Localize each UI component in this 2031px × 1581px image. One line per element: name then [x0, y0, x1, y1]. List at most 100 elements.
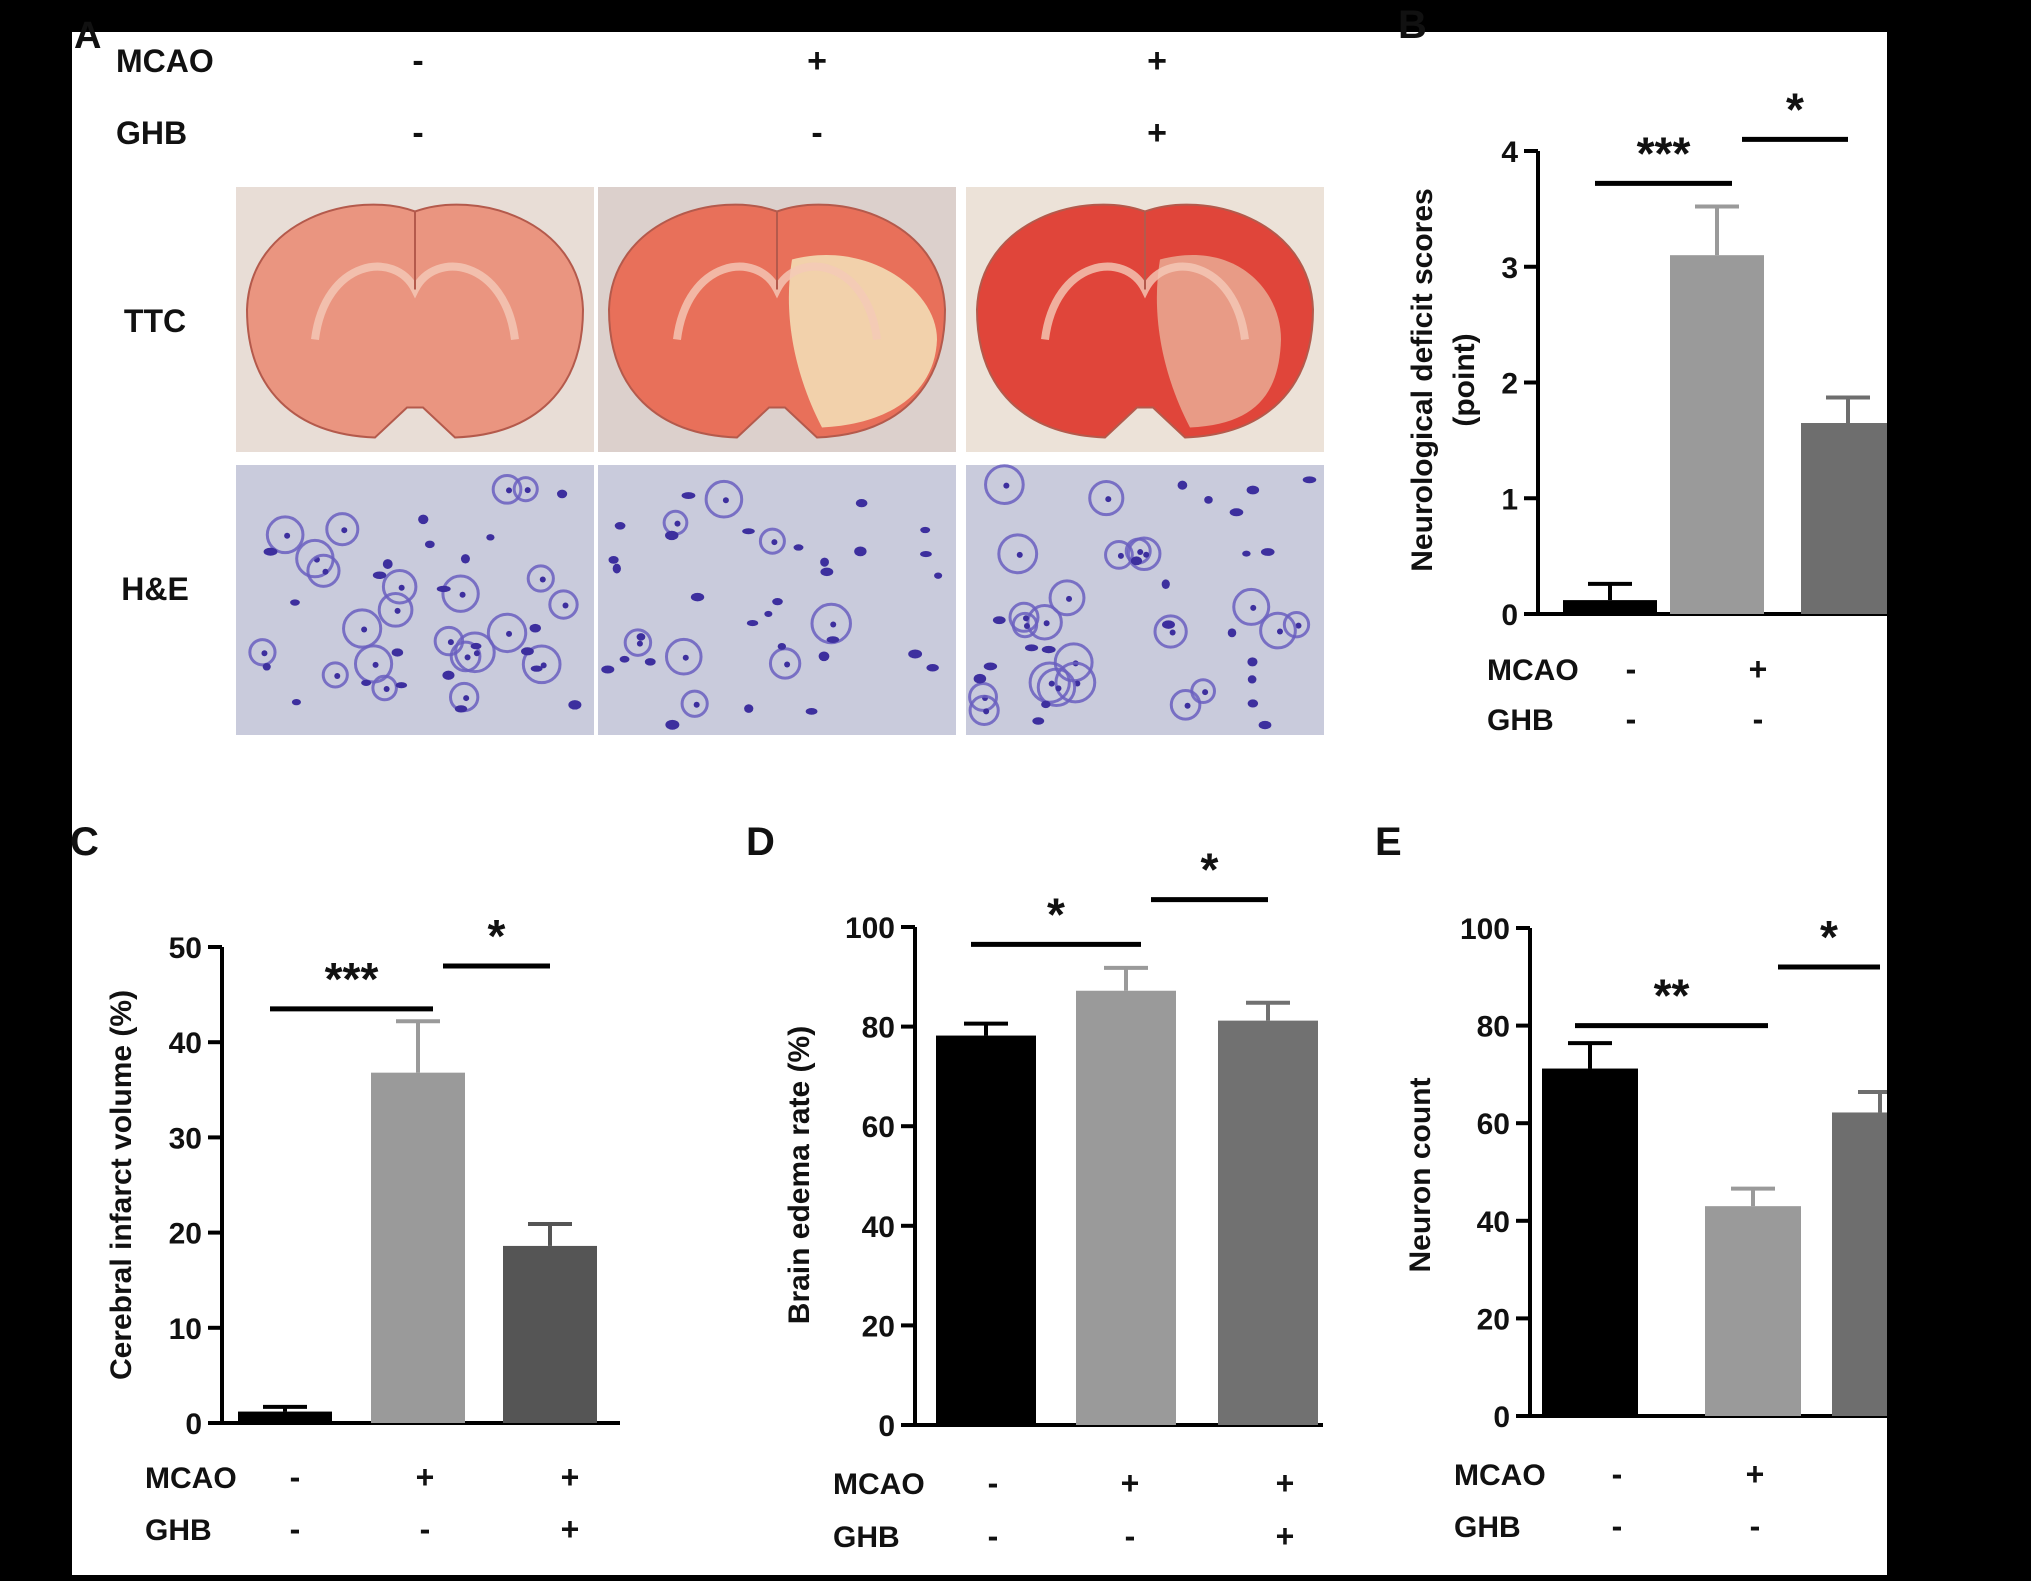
- he-cell: [680, 689, 709, 718]
- condition-sign: +: [1276, 1465, 1295, 1501]
- y-tick-label: 40: [1477, 1206, 1510, 1239]
- he-pyknotic-nucleus: [1247, 675, 1257, 684]
- condition-sign: -: [1750, 1508, 1761, 1544]
- he-cell: [968, 682, 998, 712]
- he-pyknotic-nucleus: [820, 567, 834, 577]
- he-pyknotic-nucleus: [529, 623, 541, 633]
- he-nucleolus: [1295, 622, 1302, 629]
- he-nucleolus: [524, 487, 531, 494]
- condition-label: MCAO: [1454, 1459, 1546, 1492]
- he-pyknotic-nucleus: [665, 530, 679, 541]
- he-pyknotic-nucleus: [1161, 579, 1170, 590]
- he-pyknotic-nucleus: [1229, 508, 1244, 517]
- condition-sign: -: [988, 1465, 999, 1501]
- he-cell: [1259, 611, 1297, 650]
- he-nucleolus: [1143, 551, 1150, 558]
- he-cell: [664, 637, 703, 676]
- condition-label: GHB: [145, 1514, 212, 1547]
- he-pyknotic-nucleus: [1227, 628, 1237, 638]
- ttc-infarct-area: [1156, 254, 1281, 428]
- condition-sign: +: [1276, 1518, 1295, 1554]
- condition-sign: -: [290, 1511, 301, 1547]
- he-cell: [512, 476, 539, 503]
- ttc-infarct-area: [788, 254, 937, 428]
- he-pyknotic-nucleus: [908, 649, 923, 659]
- he-pyknotic-nucleus: [1246, 485, 1260, 495]
- he-pyknotic-nucleus: [424, 540, 435, 549]
- condition-sign: +: [561, 1459, 580, 1495]
- he-pyknotic-nucleus: [1162, 620, 1175, 629]
- panel-b-chart: B 0 1 2 3 4 Neurological deficit scores (point)…: [1398, 3, 1887, 737]
- he-cell: [1008, 601, 1040, 633]
- he-nucleolus: [473, 650, 480, 657]
- condition-sign: -: [1612, 1456, 1623, 1492]
- panel-a-condition-sign: +: [1147, 42, 1167, 80]
- he-nucleolus: [830, 621, 837, 628]
- he-pyknotic-nucleus: [612, 563, 621, 574]
- y-tick-label: 60: [1477, 1108, 1510, 1141]
- y-tick-label: 3: [1501, 252, 1518, 285]
- he-nucleolus: [1117, 552, 1124, 559]
- he-pyknotic-nucleus: [530, 665, 543, 672]
- panel-a: A MCAO - + + GHB - - + TTC H&E: [74, 15, 1324, 735]
- panel-letter: C: [70, 820, 99, 864]
- he-cell: [306, 553, 341, 588]
- bar-mcao-ghb: [1801, 423, 1887, 614]
- he-cell: [1028, 661, 1071, 704]
- he-nucleolus: [1023, 623, 1030, 630]
- ttc-brain-section: [245, 203, 585, 439]
- y-tick-label: 0: [1493, 1401, 1510, 1434]
- he-cell: [1054, 661, 1097, 704]
- he-nucleolus: [771, 539, 778, 546]
- y-tick-label: 100: [845, 912, 895, 945]
- he-pyknotic-nucleus: [418, 514, 429, 525]
- ttc-slice-3: [966, 187, 1324, 452]
- he-pyknotic-nucleus: [290, 599, 300, 606]
- y-tick-label: 0: [1501, 599, 1518, 632]
- panel-letter: D: [746, 820, 775, 864]
- he-cell: [1282, 610, 1311, 639]
- condition-sign: -: [290, 1459, 301, 1495]
- bar-mcao-ghb: [503, 1245, 597, 1423]
- condition-sign: +: [561, 1511, 580, 1547]
- he-pyknotic-nucleus: [665, 719, 680, 730]
- he-pyknotic-nucleus: [391, 648, 404, 657]
- he-nucleolus: [674, 520, 681, 527]
- panel-a-condition-sign: -: [811, 114, 822, 152]
- he-pyknotic-nucleus: [1130, 556, 1143, 566]
- y-axis-title: Brain edema rate (%): [783, 1026, 816, 1324]
- he-pyknotic-nucleus: [608, 556, 619, 564]
- bar-mcao: [1705, 1206, 1801, 1416]
- condition-sign: -: [1753, 701, 1764, 737]
- he-pyknotic-nucleus: [470, 642, 482, 650]
- panel-a-condition-sign: +: [807, 42, 827, 80]
- panel-a-row-labels: TTC H&E: [121, 303, 189, 607]
- condition-sign: -: [1626, 701, 1637, 737]
- he-pyknotic-nucleus: [619, 655, 630, 663]
- he-cell: [1036, 667, 1077, 708]
- panel-c-chart: C 0 10 20 30 40 50 Cerebral infarct volume (%) *…: [70, 820, 620, 1547]
- he-pyknotic-nucleus: [690, 592, 705, 602]
- he-cell: [248, 638, 277, 667]
- he-pyknotic-nucleus: [742, 528, 755, 535]
- he-pyknotic-nucleus: [361, 679, 372, 686]
- he-cell: [491, 474, 523, 505]
- he-pyknotic-nucleus: [1247, 657, 1258, 667]
- he-cell: [1232, 587, 1271, 626]
- y-axis-title: Neuron count: [1404, 1078, 1437, 1273]
- he-nucleolus: [1276, 628, 1283, 635]
- he-cell: [265, 515, 305, 555]
- he-pyknotic-nucleus: [436, 585, 451, 593]
- condition-label: MCAO: [1487, 654, 1579, 687]
- he-cell: [353, 644, 394, 684]
- y-tick-label: 20: [1477, 1303, 1510, 1336]
- he-cell: [768, 647, 802, 680]
- he-pyknotic-nucleus: [855, 499, 868, 508]
- he-cell: [1104, 540, 1134, 570]
- he-pyknotic-nucleus: [454, 705, 468, 713]
- y-tick-label: 20: [169, 1218, 202, 1251]
- bar-mcao-ghb: [1832, 1112, 1887, 1416]
- he-nucleolus: [322, 568, 329, 575]
- he-cell: [548, 589, 579, 620]
